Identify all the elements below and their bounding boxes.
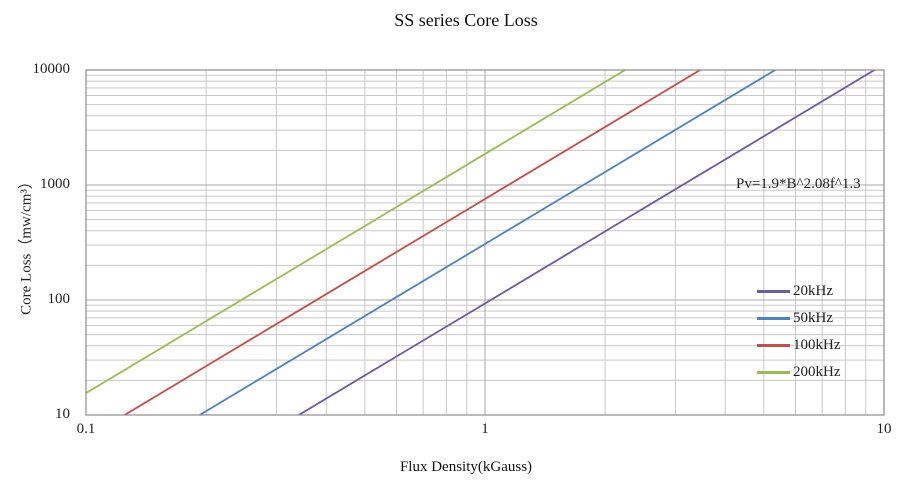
- gridlines: [86, 70, 884, 415]
- legend-swatch: [757, 344, 790, 347]
- plot-border: [85, 69, 885, 416]
- legend-item-20khz: 20kHz: [757, 278, 841, 305]
- legend-item-100khz: 100kHz: [757, 332, 841, 359]
- legend-label: 200kHz: [793, 364, 841, 380]
- legend-swatch: [757, 371, 790, 374]
- y-tick-label: 10: [55, 406, 70, 422]
- series-line-100khz: [122, 70, 702, 415]
- x-tick-label: 0.1: [76, 421, 96, 437]
- legend: 20kHz 50kHz 100kHz 200kHz: [757, 278, 841, 386]
- series-lines: [86, 70, 877, 415]
- x-tick-label: 10: [876, 421, 892, 437]
- legend-swatch: [757, 290, 790, 293]
- series-line-20khz: [297, 70, 877, 415]
- x-axis-title: Flux Density(kGauss): [399, 459, 533, 475]
- legend-label: 100kHz: [793, 337, 841, 353]
- legend-item-200khz: 200kHz: [757, 359, 841, 386]
- y-axis-title: Core Loss（mw/cm³）: [18, 174, 35, 315]
- y-tick-label: 1000: [40, 176, 70, 192]
- chart-title: SS series Core Loss: [394, 10, 538, 30]
- legend-swatch: [757, 317, 790, 320]
- formula-annotation: Pv=1.9*B^2.08f^1.3: [736, 176, 861, 192]
- y-tick-label: 10000: [32, 61, 71, 77]
- legend-label: 50kHz: [793, 310, 833, 326]
- x-tick-label: 1: [481, 421, 489, 437]
- series-line-50khz: [197, 70, 777, 415]
- series-line-200khz: [86, 70, 627, 394]
- legend-label: 20kHz: [793, 283, 833, 299]
- legend-item-50khz: 50kHz: [757, 305, 841, 332]
- y-tick-label: 100: [47, 291, 71, 307]
